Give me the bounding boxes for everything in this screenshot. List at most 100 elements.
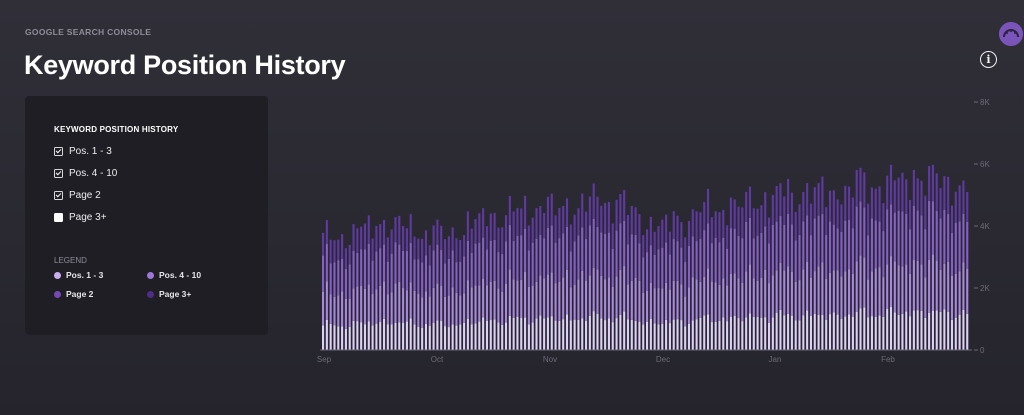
bar-segment-page-3-plus [950,205,954,234]
bar-segment-pos-4-10 [771,275,774,318]
bar-segment-page-2 [874,220,877,269]
bar-segment-page-3-plus [428,245,431,266]
bar-segment-page-2 [363,249,367,289]
bar-segment-page-2 [329,263,332,295]
filter-label: Page 3+ [69,212,107,223]
checkbox-checked-icon[interactable] [54,169,63,178]
bar-segment-page-2 [737,235,740,279]
bar-segment-pos-1-3 [954,317,957,350]
bar-segment-pos-1-3 [924,317,927,350]
bar-segment-pos-1-3 [615,318,618,350]
bar-segment-page-2 [760,233,763,278]
bar-segment-page-3-plus [828,190,832,222]
checkbox-checked-icon[interactable] [54,147,63,156]
bar-segment-page-3-plus [867,203,870,236]
bar-segment-page-2 [886,209,889,265]
bar-segment-page-3-plus [764,192,767,227]
bar-segment-page-3-plus [966,192,969,222]
bar-segment-page-3-plus [489,213,492,241]
bar-segment-pos-4-10 [832,270,835,313]
bar-segment-page-2 [779,215,782,263]
bar-segment-page-2 [882,231,885,278]
bar-segment-pos-1-3 [470,324,473,350]
bar-segment-page-2 [893,212,896,262]
bar-segment-pos-1-3 [363,324,367,350]
bar-segment-pos-1-3 [451,324,454,350]
bar-segment-pos-4-10 [733,273,736,317]
bar-segment-pos-1-3 [661,323,664,350]
bar-segment-page-2 [421,262,424,298]
bar-segment-page-2 [909,229,912,274]
bar-segment-page-3-plus [485,226,489,250]
bar-segment-page-2 [775,221,778,271]
bar-segment-page-2 [840,231,843,277]
bar-segment-page-3-plus [924,195,927,230]
filter-page-2[interactable]: Page 2 [54,190,101,201]
bar-segment-page-3-plus [497,227,500,253]
bar-segment-page-2 [474,243,477,286]
filter-page-3-plus[interactable]: Page 3+ [54,212,107,223]
bar-segment-pos-4-10 [386,294,389,325]
bar-segment-page-2 [962,213,965,263]
x-tick-label: Dec [656,355,670,364]
bar-segment-page-3-plus [562,206,565,234]
bar-segment-pos-4-10 [451,287,454,325]
checkbox-checked-icon[interactable] [54,191,63,200]
bar-segment-page-3-plus [958,185,961,222]
bar-segment-pos-4-10 [813,271,816,314]
bar-segment-pos-1-3 [737,318,740,350]
bar-segment-pos-1-3 [611,322,614,350]
bar-segment-pos-4-10 [432,287,435,323]
bar-segment-pos-4-10 [440,285,443,321]
bar-segment-page-2 [817,215,820,267]
avatar-icon[interactable] [999,22,1023,46]
bar-segment-page-2 [687,245,691,288]
bar-segment-pos-4-10 [524,272,527,318]
info-button[interactable]: i [980,51,997,68]
bar-segment-page-2 [848,220,851,270]
bar-segment-pos-1-3 [729,316,732,350]
bar-segment-page-2 [642,257,645,293]
panel-title: KEYWORD POSITION HISTORY [54,125,179,134]
filter-pos-4-10[interactable]: Pos. 4 - 10 [54,168,117,179]
bar-segment-pos-4-10 [935,260,938,311]
bar-segment-pos-4-10 [848,269,851,315]
bar-segment-page-2 [451,250,454,288]
bar-segment-page-2 [367,243,370,285]
bar-segment-page-2 [939,218,942,270]
y-tick-label: 8K [980,98,990,107]
filter-pos-1-3[interactable]: Pos. 1 - 3 [54,146,112,157]
bar-segment-page-3-plus [844,185,847,221]
bar-segment-pos-4-10 [840,276,843,319]
bar-segment-page-2 [619,223,622,270]
bar-segment-page-3-plus [851,197,854,229]
bar-segment-pos-4-10 [699,281,702,318]
bar-segment-pos-1-3 [367,321,370,350]
bar-segment-pos-4-10 [535,281,538,319]
bar-segment-pos-1-3 [733,316,736,350]
bar-segment-pos-4-10 [958,271,961,315]
bar-segment-pos-1-3 [527,324,530,350]
bar-segment-page-3-plus [512,211,515,241]
bar-segment-pos-4-10 [531,285,534,323]
bar-segment-pos-4-10 [585,280,588,321]
bar-segment-pos-4-10 [543,278,546,319]
bar-segment-page-2 [699,238,702,282]
checkbox-unchecked-icon[interactable] [54,213,63,222]
bar-segment-page-2 [424,255,428,292]
bar-segment-page-2 [352,250,355,289]
bar-segment-pos-1-3 [783,315,786,350]
bar-segment-page-2 [382,244,386,282]
bar-segment-page-3-plus [436,219,439,245]
bar-segment-pos-1-3 [943,309,946,350]
bar-segment-pos-1-3 [520,318,523,350]
bar-segment-pos-1-3 [855,311,858,350]
bar-segment-pos-4-10 [779,262,782,310]
bar-segment-page-3-plus [398,215,401,245]
bar-segment-pos-4-10 [546,274,549,318]
bar-segment-pos-4-10 [920,264,923,311]
bar-segment-page-2 [649,245,652,283]
bar-segment-pos-4-10 [821,262,824,315]
bar-segment-pos-1-3 [935,310,938,350]
bar-segment-pos-1-3 [848,314,851,350]
